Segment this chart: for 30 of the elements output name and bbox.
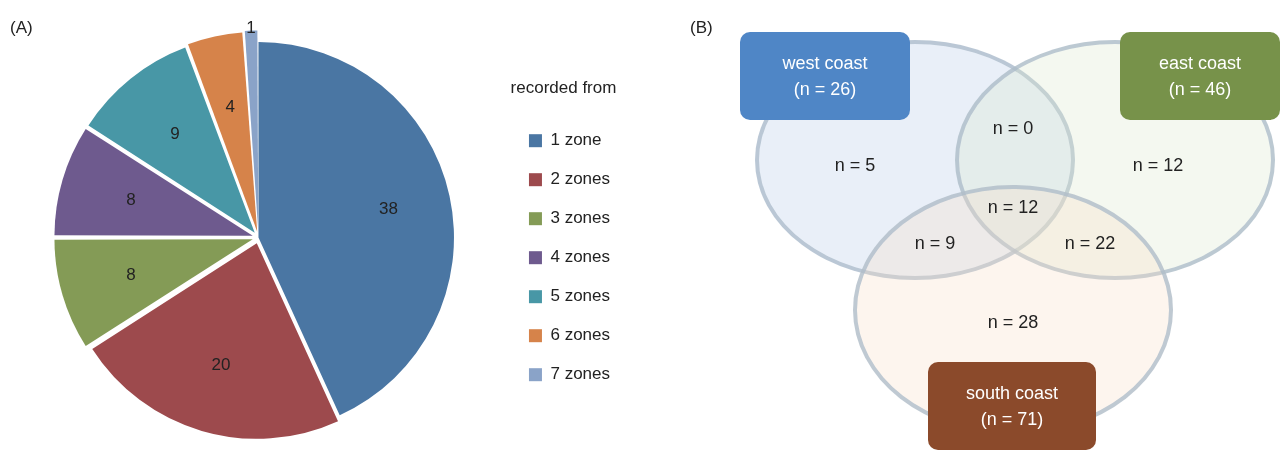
text: (n = 46) [1168, 79, 1232, 99]
data-label: 20 [211, 354, 231, 374]
text: n = 28 [987, 311, 1039, 333]
chart-title: (A) [10, 18, 33, 38]
data-label: 8 [126, 189, 136, 209]
legend-label: 4 zones [550, 247, 611, 267]
legend-label: 6 zones [550, 325, 611, 345]
data-label: 8 [126, 264, 136, 284]
data-label: 4 [225, 97, 235, 117]
text: (n = 26) [793, 79, 857, 99]
data-label: 38 [378, 198, 398, 218]
legend-label: 2 zones [550, 169, 611, 189]
category-label: west coast [781, 52, 869, 75]
category-label: east coast [1157, 52, 1242, 75]
data-label: 1 [246, 17, 256, 37]
legend-title: recorded from [510, 77, 617, 97]
category-label: south coast [964, 382, 1060, 405]
text: n = 12 [1132, 154, 1184, 176]
text: n = 22 [1064, 232, 1116, 254]
legend-label: 5 zones [550, 286, 611, 306]
legend-label: 3 zones [550, 208, 611, 228]
text: n = 12 [987, 196, 1039, 218]
data-label: 9 [170, 123, 180, 143]
legend-label: 1 zone [550, 130, 602, 150]
text: n = 5 [834, 154, 876, 176]
text: (n = 71) [980, 409, 1044, 429]
legend-label: 7 zones [550, 364, 611, 384]
text: (B) [690, 18, 713, 38]
text: n = 9 [914, 232, 956, 254]
text: n = 0 [992, 117, 1034, 139]
